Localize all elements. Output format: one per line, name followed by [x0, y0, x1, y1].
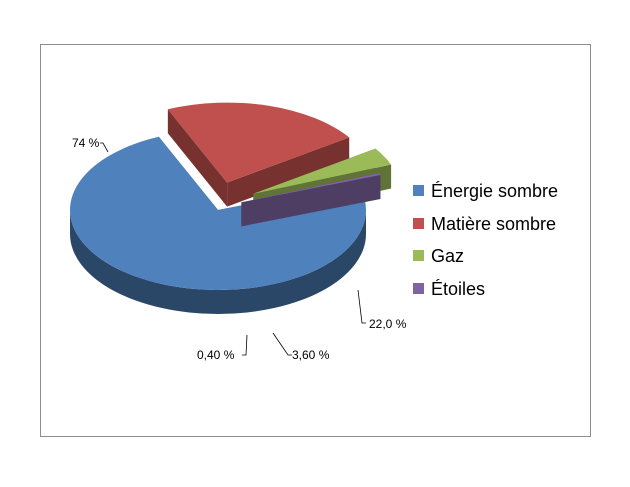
legend-label-etoiles: Étoiles — [431, 279, 485, 299]
leader-lines — [100, 142, 366, 356]
legend-label-gaz: Gaz — [431, 246, 464, 266]
legend-swatch-energie-sombre — [413, 185, 424, 196]
legend-label-energie-sombre: Énergie sombre — [431, 181, 558, 201]
legend-swatch-matiere-sombre — [413, 218, 424, 229]
slice-matiere-sombre — [167, 102, 350, 183]
legend-swatch-gaz — [413, 250, 424, 261]
legend-label-matiere-sombre: Matière sombre — [431, 214, 556, 234]
slice-energie-sombre — [70, 136, 367, 291]
data-labels: 74 % 22,0 % 3,60 % 0,40 % — [72, 136, 407, 362]
data-label-matiere-sombre: 22,0 % — [369, 317, 407, 331]
slice-wall-matiere-sombre-1 — [227, 137, 350, 207]
slice-rim-energie-sombre-0 — [70, 210, 366, 314]
data-label-gaz: 3,60 % — [292, 348, 330, 362]
slice-wall-matiere-sombre-0 — [167, 109, 228, 207]
slice-gaz — [253, 148, 392, 194]
legend-swatch-etoiles — [413, 283, 424, 294]
data-label-energie-sombre: 74 % — [72, 136, 100, 150]
data-label-etoiles: 0,40 % — [197, 348, 235, 362]
leader-line-etoiles — [242, 334, 248, 356]
legend: Énergie sombre Matière sombre Gaz Étoile… — [413, 181, 558, 299]
slice-etoiles — [241, 173, 381, 203]
leader-line-gaz — [272, 332, 292, 356]
slice-wall-etoiles-1 — [241, 174, 381, 227]
leader-line-matiere-sombre — [357, 289, 366, 324]
leader-line-energie-sombre — [100, 142, 109, 153]
slices-layer — [70, 102, 392, 314]
